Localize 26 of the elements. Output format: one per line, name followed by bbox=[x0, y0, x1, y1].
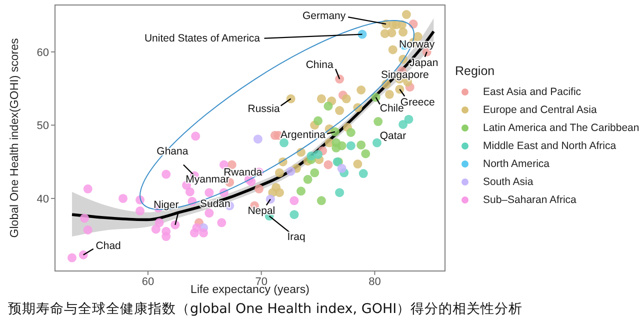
legend-label: Europe and Central Asia bbox=[483, 104, 597, 116]
annotation: Japan bbox=[410, 56, 438, 69]
y-axis-title: Global One Health index(GOHI) scores bbox=[9, 38, 22, 238]
legend-label: Latin America and The Caribbean bbox=[483, 122, 640, 134]
annotation: Nepal bbox=[248, 205, 276, 218]
annotation: United States of America bbox=[144, 32, 260, 44]
annotation: Qatar bbox=[380, 130, 407, 142]
legend-title: Region bbox=[455, 64, 496, 78]
legend-label: North America bbox=[483, 158, 550, 170]
annotation: China bbox=[306, 59, 334, 72]
legend-label: Middle East and North Africa bbox=[483, 140, 616, 152]
x-tick-label: 80 bbox=[368, 276, 381, 288]
x-tick-label: 60 bbox=[142, 276, 154, 288]
legend-label: South Asia bbox=[483, 176, 534, 188]
annotation: Niger bbox=[154, 198, 180, 211]
text: 预期寿命与全球全健康指数（global One Health index, GOHI）得分的相关性分析 bbox=[8, 300, 523, 318]
legend-label: Sub–Saharan Africa bbox=[483, 194, 576, 206]
y-tick-label: 40 bbox=[36, 193, 49, 206]
annotation: Chad bbox=[96, 240, 122, 252]
y-tick-label: 50 bbox=[36, 120, 49, 132]
legend-label: East Asia and Pacific bbox=[483, 86, 582, 98]
annotation: Chile bbox=[380, 102, 404, 114]
annotation: Iraq bbox=[287, 231, 306, 244]
annotation: Russia bbox=[248, 102, 280, 115]
annotation: Germany bbox=[302, 10, 346, 22]
y-tick-label: 60 bbox=[36, 46, 49, 59]
